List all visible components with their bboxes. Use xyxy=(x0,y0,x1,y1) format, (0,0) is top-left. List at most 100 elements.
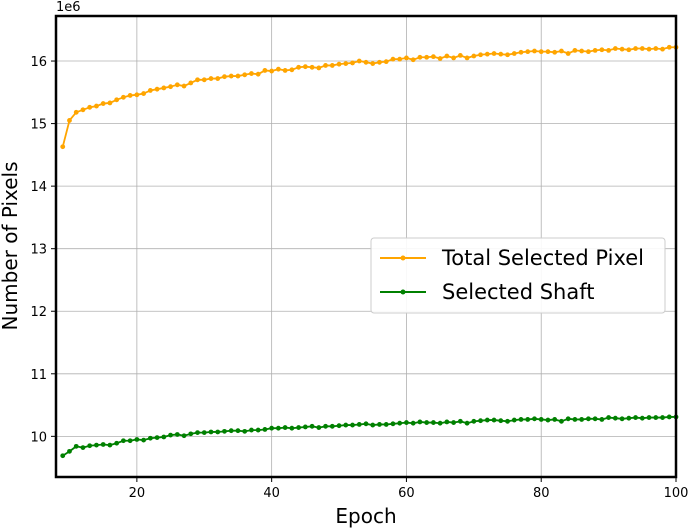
plot-frame xyxy=(54,14,678,479)
data-point-total-selected-pixel xyxy=(612,46,618,51)
data-point-total-selected-pixel xyxy=(633,46,638,51)
data-point-selected-shaft xyxy=(457,418,463,424)
data-point-total-selected-pixel xyxy=(127,93,133,98)
data-point-selected-shaft xyxy=(323,423,328,429)
data-point-total-selected-pixel xyxy=(498,51,504,57)
data-point-selected-shaft xyxy=(660,415,665,420)
data-point-total-selected-pixel xyxy=(383,59,389,65)
legend-label-total-selected-pixel: Total Selected Pixel xyxy=(441,246,644,270)
data-point-selected-shaft xyxy=(572,417,578,422)
data-point-total-selected-pixel xyxy=(228,73,234,79)
data-point-total-selected-pixel xyxy=(646,46,652,52)
data-point-selected-shaft xyxy=(141,437,147,443)
data-point-selected-shaft xyxy=(390,421,396,427)
data-point-total-selected-pixel xyxy=(565,51,571,56)
data-point-total-selected-pixel xyxy=(255,71,261,77)
data-point-total-selected-pixel xyxy=(100,101,106,106)
data-point-selected-shaft xyxy=(80,445,86,451)
data-point-selected-shaft xyxy=(114,440,120,446)
data-point-total-selected-pixel xyxy=(208,76,214,81)
data-point-selected-shaft xyxy=(289,425,295,431)
data-point-selected-shaft xyxy=(666,414,672,420)
data-point-total-selected-pixel xyxy=(67,118,72,123)
data-point-selected-shaft xyxy=(255,427,261,433)
data-point-total-selected-pixel xyxy=(309,64,315,70)
data-point-selected-shaft xyxy=(350,422,355,428)
data-point-total-selected-pixel xyxy=(275,66,281,72)
data-point-total-selected-pixel xyxy=(457,53,463,58)
data-point-selected-shaft xyxy=(444,419,450,425)
data-point-total-selected-pixel xyxy=(579,48,585,54)
data-point-selected-shaft xyxy=(269,425,275,431)
x-tick-label: 80 xyxy=(533,486,550,501)
data-point-total-selected-pixel xyxy=(451,55,457,61)
data-point-selected-shaft xyxy=(478,418,483,424)
data-point-total-selected-pixel xyxy=(417,54,423,60)
data-point-selected-shaft xyxy=(94,442,99,448)
data-point-selected-shaft xyxy=(626,415,632,421)
data-point-selected-shaft xyxy=(174,432,180,437)
data-point-selected-shaft xyxy=(404,420,409,425)
data-point-selected-shaft xyxy=(410,420,416,426)
ticks: 20 40 60 80 100 10 11 12 13 14 15 16 xyxy=(30,55,688,501)
data-point-selected-shaft xyxy=(599,417,605,422)
data-point-total-selected-pixel xyxy=(518,49,524,55)
x-axis-label: Epoch xyxy=(335,504,396,528)
data-point-selected-shaft xyxy=(336,423,342,429)
data-point-selected-shaft xyxy=(559,418,564,424)
data-point-selected-shaft xyxy=(302,424,308,430)
data-point-selected-shaft xyxy=(525,417,531,422)
data-point-total-selected-pixel xyxy=(484,51,490,57)
data-point-total-selected-pixel xyxy=(370,61,376,66)
data-point-total-selected-pixel xyxy=(545,49,551,55)
data-point-total-selected-pixel xyxy=(134,92,140,98)
series-layer xyxy=(60,44,679,459)
data-point-selected-shaft xyxy=(215,429,221,435)
data-point-total-selected-pixel xyxy=(356,58,362,64)
data-point-selected-shaft xyxy=(147,435,153,441)
data-point-selected-shaft xyxy=(107,442,113,448)
data-point-selected-shaft xyxy=(565,416,571,422)
data-point-selected-shaft xyxy=(552,417,558,422)
data-point-total-selected-pixel xyxy=(511,51,517,56)
data-point-total-selected-pixel xyxy=(377,59,382,65)
data-point-selected-shaft xyxy=(532,416,537,422)
data-point-selected-shaft xyxy=(242,428,248,434)
data-point-selected-shaft xyxy=(606,415,612,420)
data-point-total-selected-pixel xyxy=(552,49,558,55)
data-point-selected-shaft xyxy=(585,416,591,422)
data-point-total-selected-pixel xyxy=(195,77,200,83)
data-point-total-selected-pixel xyxy=(592,48,598,53)
data-point-total-selected-pixel xyxy=(471,53,477,59)
data-point-selected-shaft xyxy=(498,418,504,424)
data-point-selected-shaft xyxy=(235,428,241,434)
data-point-selected-shaft xyxy=(181,433,187,439)
x-tick-label: 100 xyxy=(664,486,689,501)
data-point-selected-shaft xyxy=(471,418,477,424)
data-point-selected-shaft xyxy=(222,428,227,434)
data-point-total-selected-pixel xyxy=(343,61,349,66)
data-point-selected-shaft xyxy=(134,437,140,442)
y-scale-label: 1e6 xyxy=(56,0,81,15)
data-point-selected-shaft xyxy=(491,417,497,423)
y-tick-label: 11 xyxy=(30,368,47,383)
data-point-total-selected-pixel xyxy=(296,64,302,70)
data-point-total-selected-pixel xyxy=(323,63,328,68)
data-point-total-selected-pixel xyxy=(302,64,308,70)
data-point-total-selected-pixel xyxy=(464,55,470,61)
data-point-total-selected-pixel xyxy=(141,91,147,96)
data-point-total-selected-pixel xyxy=(188,80,194,86)
data-point-total-selected-pixel xyxy=(404,55,409,61)
data-point-selected-shaft xyxy=(417,419,423,425)
y-tick-label: 14 xyxy=(30,180,47,195)
y-tick-label: 12 xyxy=(30,305,47,320)
data-point-total-selected-pixel xyxy=(585,49,591,55)
data-point-selected-shaft xyxy=(262,427,268,432)
data-point-selected-shaft xyxy=(545,417,551,423)
data-point-total-selected-pixel xyxy=(491,51,497,56)
data-point-selected-shaft xyxy=(377,422,382,427)
data-point-total-selected-pixel xyxy=(559,48,564,54)
data-point-selected-shaft xyxy=(201,430,207,435)
data-point-total-selected-pixel xyxy=(410,57,416,63)
